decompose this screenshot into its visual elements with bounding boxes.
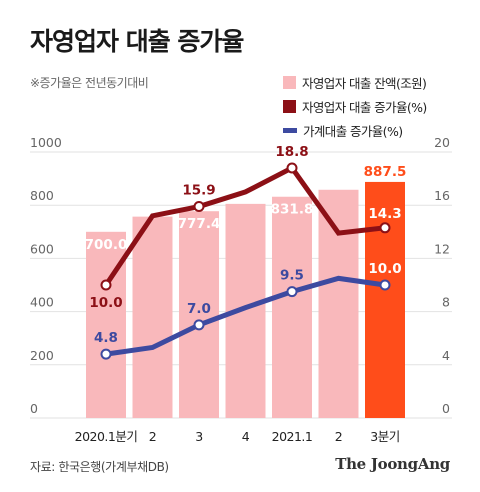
household-rate-line xyxy=(105,275,386,357)
legend-swatch-household-rate xyxy=(283,127,297,133)
self-rate-point xyxy=(100,279,112,291)
self-rate-point xyxy=(193,201,205,213)
bar xyxy=(318,189,359,418)
right-axis-tick-label: 8 xyxy=(442,295,450,310)
bar-value-label: 887.5 xyxy=(364,164,407,180)
legend-label-balance: 자영업자 대출 잔액(조원) xyxy=(302,75,427,91)
right-axis-tick-label: 0 xyxy=(442,401,450,416)
legend-swatch-balance xyxy=(283,75,296,89)
household-rate-point xyxy=(379,279,391,291)
self-rate-line xyxy=(103,164,386,287)
bar-value-label: 831.8 xyxy=(271,202,314,218)
legend-item-household-rate: 가계대출 증가율(%) xyxy=(283,118,427,142)
self-rate-value-label: 14.3 xyxy=(368,206,401,222)
legend-item-self-rate: 자영업자 대출 증가율(%) xyxy=(283,94,427,118)
x-axis-tick-label: 4 xyxy=(242,429,250,444)
self-rate-point xyxy=(379,222,391,234)
legend-item-balance: 자영업자 대출 잔액(조원) xyxy=(283,70,427,94)
bar xyxy=(272,196,312,418)
self-rate-value-label: 10.0 xyxy=(89,295,122,311)
chart-title: 자영업자 대출 증가율 xyxy=(30,27,244,56)
self-rate-value-label: 15.9 xyxy=(182,183,215,199)
chart-note: ※증가율은 전년동기대비 xyxy=(30,76,149,90)
right-axis-tick-label: 16 xyxy=(434,188,450,203)
legend-label-household-rate: 가계대출 증가율(%) xyxy=(303,123,403,139)
household-rate-point xyxy=(193,319,205,331)
bar-value-label: 700.0 xyxy=(85,237,128,253)
legend: 자영업자 대출 잔액(조원) 자영업자 대출 증가율(%) 가계대출 증가율(%… xyxy=(283,70,427,142)
left-axis-tick-label: 1000 xyxy=(30,135,62,150)
left-axis-tick-label: 200 xyxy=(30,348,54,363)
left-axis-tick-label: 400 xyxy=(30,295,54,310)
x-axis-tick-label: 3 xyxy=(195,429,202,444)
x-axis-tick-label: 2 xyxy=(149,429,156,444)
household-rate-value-label: 4.8 xyxy=(94,330,118,346)
brand-logo: The JoongAng xyxy=(335,455,450,473)
household-rate-value-label: 9.5 xyxy=(280,268,304,284)
household-rate-value-label: 7.0 xyxy=(187,301,211,317)
household-rate-point xyxy=(286,286,298,298)
bar xyxy=(365,181,405,418)
legend-swatch-self-rate xyxy=(283,99,296,113)
right-axis-tick-label: 12 xyxy=(434,241,450,256)
right-axis-tick-label: 20 xyxy=(434,135,450,150)
x-axis-tick-label: 3분기 xyxy=(370,429,399,444)
left-axis-tick-label: 0 xyxy=(30,401,38,416)
self-rate-value-label: 18.8 xyxy=(275,144,308,160)
x-axis-tick-label: 2021.1 xyxy=(272,429,313,444)
legend-label-self-rate: 자영업자 대출 증가율(%) xyxy=(302,99,427,115)
bar-value-label: 777.4 xyxy=(178,216,221,232)
household-rate-point xyxy=(100,348,112,360)
right-axis-tick-label: 4 xyxy=(442,348,450,363)
household-rate-value-label: 10.0 xyxy=(368,261,401,277)
bar xyxy=(132,216,173,418)
left-axis-tick-label: 800 xyxy=(30,188,54,203)
x-axis-tick-label: 2020.1분기 xyxy=(75,429,138,444)
x-axis-tick-label: 2 xyxy=(335,429,342,444)
bar xyxy=(179,211,219,418)
source-note: 자료: 한국은행(가계부채DB) xyxy=(30,460,169,474)
left-axis-tick-label: 600 xyxy=(30,241,54,256)
self-rate-point xyxy=(286,162,298,174)
